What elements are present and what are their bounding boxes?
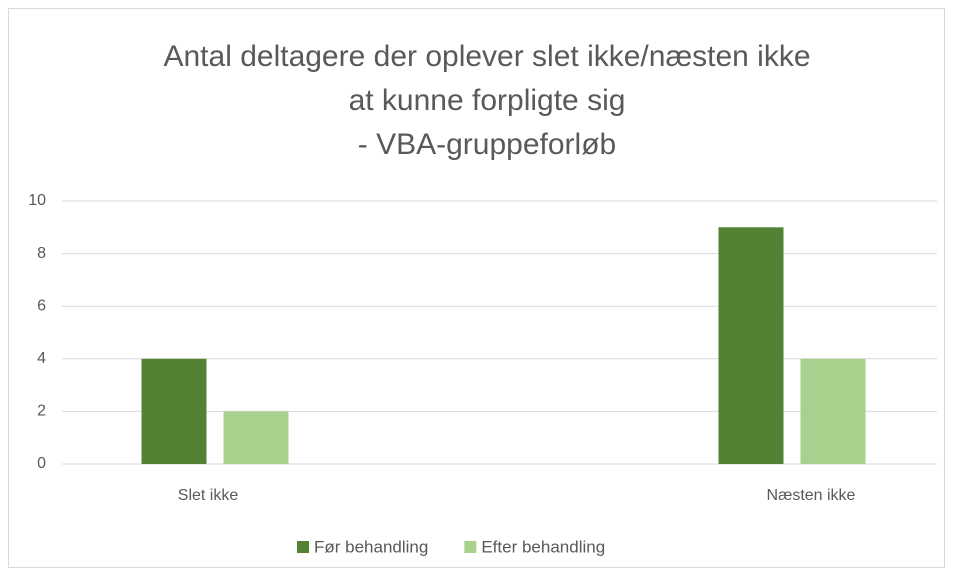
chart-title: - VBA-gruppeforløb bbox=[358, 128, 616, 161]
y-tick-label: 10 bbox=[28, 192, 46, 209]
y-tick-label: 2 bbox=[37, 403, 46, 420]
legend-swatch bbox=[297, 541, 309, 553]
x-tick-label: Næsten ikke bbox=[767, 487, 856, 504]
bar bbox=[223, 411, 289, 464]
bar bbox=[718, 227, 784, 464]
chart-title: Antal deltagere der oplever slet ikke/næ… bbox=[163, 40, 810, 73]
chart-title: at kunne forpligte sig bbox=[349, 84, 626, 117]
y-tick-label: 0 bbox=[37, 455, 46, 472]
y-tick-label: 8 bbox=[37, 245, 46, 262]
legend-label: Før behandling bbox=[314, 537, 428, 556]
bar bbox=[800, 358, 866, 464]
legend-label: Efter behandling bbox=[481, 537, 605, 556]
legend-swatch bbox=[464, 541, 477, 553]
bar bbox=[141, 358, 207, 464]
y-tick-label: 6 bbox=[37, 297, 46, 314]
x-tick-label: Slet ikke bbox=[178, 487, 239, 504]
y-tick-label: 4 bbox=[37, 350, 46, 367]
chart-border bbox=[8, 8, 945, 568]
